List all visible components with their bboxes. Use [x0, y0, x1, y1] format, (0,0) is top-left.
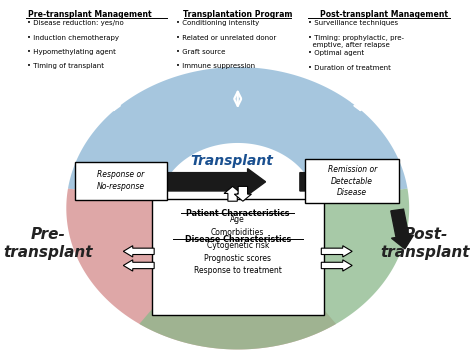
Text: • Induction chemotherapy: • Induction chemotherapy [27, 35, 119, 41]
Text: • Conditioning intensity: • Conditioning intensity [175, 20, 259, 26]
Text: • Timing of transplant: • Timing of transplant [27, 63, 104, 69]
Text: Age
Comorbidities: Age Comorbidities [211, 215, 264, 237]
FancyArrow shape [391, 209, 413, 249]
FancyBboxPatch shape [75, 162, 166, 200]
Polygon shape [68, 67, 408, 199]
Text: Cytogenetic risk
Prognostic scores
Response to treatment: Cytogenetic risk Prognostic scores Respo… [194, 241, 282, 275]
FancyArrow shape [113, 168, 265, 195]
Text: Response or
No-response: Response or No-response [97, 170, 145, 191]
FancyArrow shape [234, 186, 251, 201]
Text: • Timing: prophylactic, pre-
  emptive, after relapse: • Timing: prophylactic, pre- emptive, af… [309, 35, 404, 48]
Text: Post-
transplant: Post- transplant [381, 227, 470, 260]
Text: • Surveillance techniques: • Surveillance techniques [309, 20, 399, 26]
Text: Transplantation Program: Transplantation Program [183, 10, 292, 19]
Text: • Duration of treatment: • Duration of treatment [309, 65, 392, 71]
Text: Transplant: Transplant [190, 154, 273, 168]
Text: • Optimal agent: • Optimal agent [309, 50, 365, 56]
Polygon shape [139, 189, 409, 349]
Text: Remission or
Detectable
Disease: Remission or Detectable Disease [328, 165, 377, 197]
Text: • Hypomethylating agent: • Hypomethylating agent [27, 49, 116, 55]
Text: • Graft source: • Graft source [175, 49, 225, 55]
Text: • Disease reduction: yes/no: • Disease reduction: yes/no [27, 20, 124, 26]
FancyBboxPatch shape [305, 159, 399, 203]
FancyArrow shape [321, 246, 352, 257]
FancyArrow shape [321, 260, 352, 271]
Text: • Related or unrelated donor: • Related or unrelated donor [175, 35, 276, 41]
FancyBboxPatch shape [152, 199, 324, 315]
Text: Pre-transplant Management: Pre-transplant Management [28, 10, 152, 19]
Text: Post-transplant Management: Post-transplant Management [320, 10, 448, 19]
Text: Pre-
transplant: Pre- transplant [3, 227, 93, 260]
Text: Disease Characteristics: Disease Characteristics [184, 235, 291, 244]
Text: Patient Characteristics: Patient Characteristics [186, 209, 290, 218]
FancyArrow shape [224, 186, 241, 201]
FancyArrow shape [123, 246, 154, 257]
FancyArrow shape [123, 260, 154, 271]
Text: • Immune suppression: • Immune suppression [175, 63, 255, 69]
FancyArrow shape [300, 168, 331, 195]
Polygon shape [66, 189, 336, 349]
